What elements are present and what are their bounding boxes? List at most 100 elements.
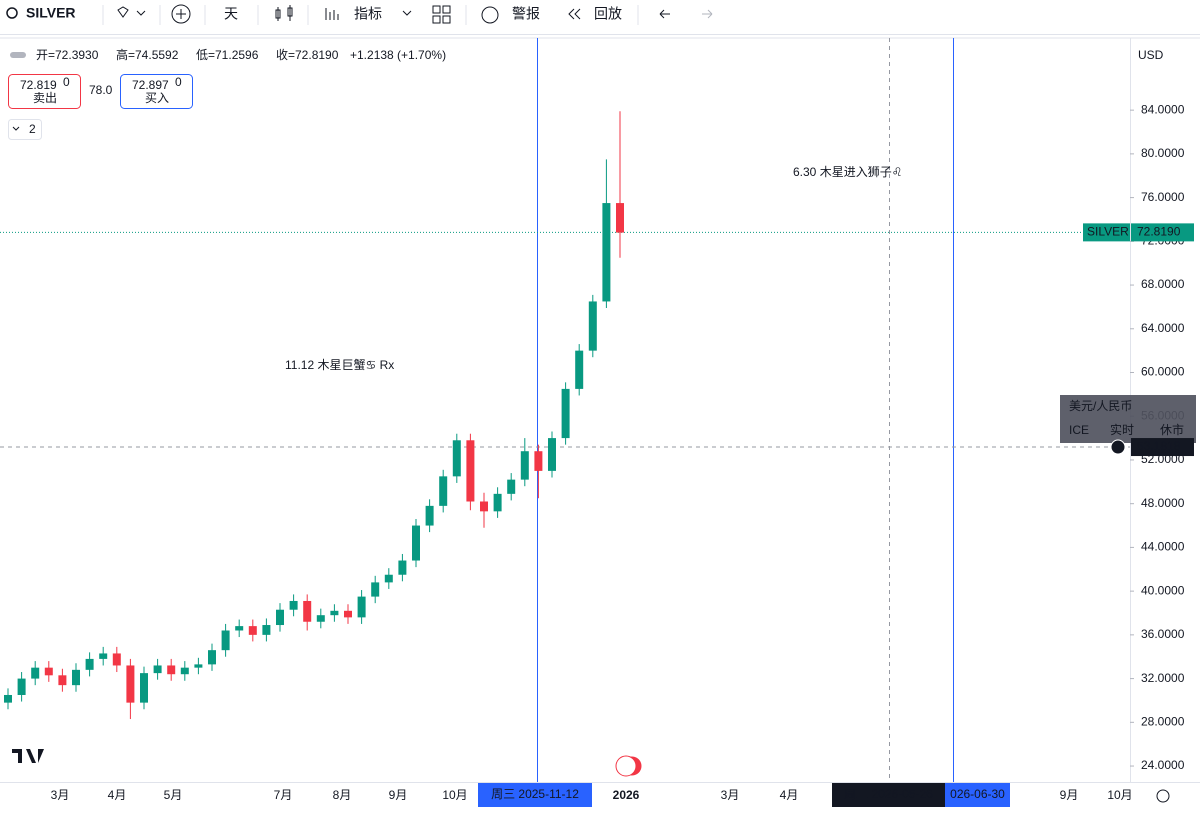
add-icon[interactable] <box>171 4 191 24</box>
legend-dot <box>10 52 26 58</box>
sell-button[interactable] <box>8 74 81 109</box>
ohlc-legend: 开=72.3930 高=74.5592 低=71.2596 收=72.8190 +1.2… <box>36 47 446 62</box>
ohlc-value: +1.2138 (+1.70%) <box>350 48 446 62</box>
x-tick-label: 9月 <box>1060 788 1079 802</box>
sell-price-sup: 0 <box>63 75 70 89</box>
candle-body <box>412 525 420 561</box>
candle-body <box>357 596 366 618</box>
chevron <box>12 126 20 131</box>
annotation: 11.12 木星巨蟹♋ Rx <box>285 357 394 372</box>
crosshair-date-label: 026-06-30 <box>950 787 1005 801</box>
search-icon[interactable] <box>6 7 18 19</box>
x-tick-label: 7月 <box>274 788 293 802</box>
y-tick-label: 40.0000 <box>1141 583 1185 597</box>
x-tick-label: 2026 <box>613 788 640 802</box>
layers-button[interactable] <box>8 119 42 140</box>
crosshair-price-tag <box>1131 438 1194 457</box>
candle-body <box>44 667 53 676</box>
y-tick-label: 28.0000 <box>1141 714 1185 728</box>
x-tick-label: 10月 <box>1107 788 1132 802</box>
candle-body <box>208 650 216 665</box>
candle-body <box>303 600 312 622</box>
gem-icon[interactable] <box>117 6 129 18</box>
candle-body <box>384 574 393 583</box>
ohlc-value: 高=74.5592 <box>116 47 179 62</box>
crosshair-date-tag <box>832 783 945 807</box>
y-tick-label: 44.0000 <box>1141 540 1185 554</box>
candle-body <box>561 388 570 439</box>
candle-body <box>31 667 40 679</box>
candle-body <box>235 626 244 631</box>
buy-price[interactable]: 72.897 <box>132 78 169 92</box>
buy-price-sup: 0 <box>175 75 182 89</box>
x-tick-label: 3月 <box>721 788 740 802</box>
spread: 78.0 <box>89 83 113 97</box>
symbol[interactable]: SILVER <box>26 5 76 21</box>
indicator-icon[interactable] <box>325 8 339 20</box>
crosshair-price-label: 53.1818 <box>1137 439 1181 453</box>
candle-body <box>17 678 26 695</box>
candle-body <box>72 669 80 686</box>
y-tick-label: 48.0000 <box>1141 496 1185 510</box>
separators <box>102 5 639 25</box>
replay-icon[interactable] <box>568 8 581 20</box>
undo[interactable] <box>659 9 670 19</box>
candle-body <box>520 451 529 480</box>
y-tick-label: 36.0000 <box>1141 627 1185 641</box>
buy-button[interactable] <box>120 74 193 109</box>
interval[interactable]: 天 <box>224 6 238 22</box>
event-icon[interactable] <box>615 755 637 777</box>
info-box <box>1060 395 1196 443</box>
y-tick-label: 32.0000 <box>1141 671 1185 685</box>
candle-body <box>248 626 257 635</box>
symbol-tag <box>1083 223 1130 242</box>
candle-body <box>480 501 488 512</box>
currency[interactable]: USD <box>1138 48 1164 62</box>
y-tick-label: 84.0000 <box>1141 102 1185 116</box>
sell-label[interactable]: 卖出 <box>33 91 57 105</box>
crosshair-date-label: 周二 2026-05-26 <box>844 787 933 801</box>
candle-body <box>85 658 94 670</box>
candle-body <box>425 505 434 526</box>
toolbar <box>0 0 1200 34</box>
add-cross <box>176 9 186 19</box>
y-tick-label: 60.0000 <box>1141 365 1185 379</box>
x-tick-label: 10月 <box>442 788 467 802</box>
layout-icon[interactable] <box>432 5 451 24</box>
currency-button[interactable] <box>1138 46 1194 66</box>
symbol-tag-label: SILVER <box>1087 225 1129 239</box>
candle-body <box>344 610 352 618</box>
candle-body <box>276 609 284 626</box>
y-tick-label: 64.0000 <box>1141 321 1185 335</box>
y-tick-label: 76.0000 <box>1141 190 1185 204</box>
alert-icon[interactable] <box>481 6 499 24</box>
candle-body <box>452 440 461 477</box>
alert[interactable]: 警报 <box>512 6 540 22</box>
x-tick-label: 3月 <box>51 788 70 802</box>
buy-label[interactable]: 买入 <box>145 91 169 105</box>
candle-body <box>588 301 597 351</box>
layers[interactable]: 2 <box>29 122 36 136</box>
replay[interactable]: 回放 <box>594 6 622 22</box>
crosshair-date-tag <box>945 783 1010 807</box>
info-status: 休市 <box>1160 422 1184 437</box>
info-exchange: ICE <box>1069 423 1089 437</box>
redo[interactable] <box>702 9 713 19</box>
info-title: 美元/人民币 <box>1069 399 1132 413</box>
candle-body <box>167 665 176 675</box>
candle-body <box>466 440 475 502</box>
settings-icon[interactable] <box>1156 789 1170 803</box>
dropdown[interactable] <box>402 10 412 16</box>
candles-icon[interactable] <box>275 5 293 21</box>
candle-body <box>493 493 502 512</box>
sell-price[interactable]: 72.819 <box>20 78 57 92</box>
dropdown[interactable] <box>136 10 146 16</box>
x-tick-label: 8月 <box>333 788 352 802</box>
indicators[interactable]: 指标 <box>354 6 382 22</box>
candle-body <box>58 675 67 686</box>
candle-body <box>180 667 189 675</box>
crosshair-add <box>1110 439 1126 455</box>
candle-body <box>4 694 12 703</box>
ohlc-value: 低=71.2596 <box>196 48 259 62</box>
